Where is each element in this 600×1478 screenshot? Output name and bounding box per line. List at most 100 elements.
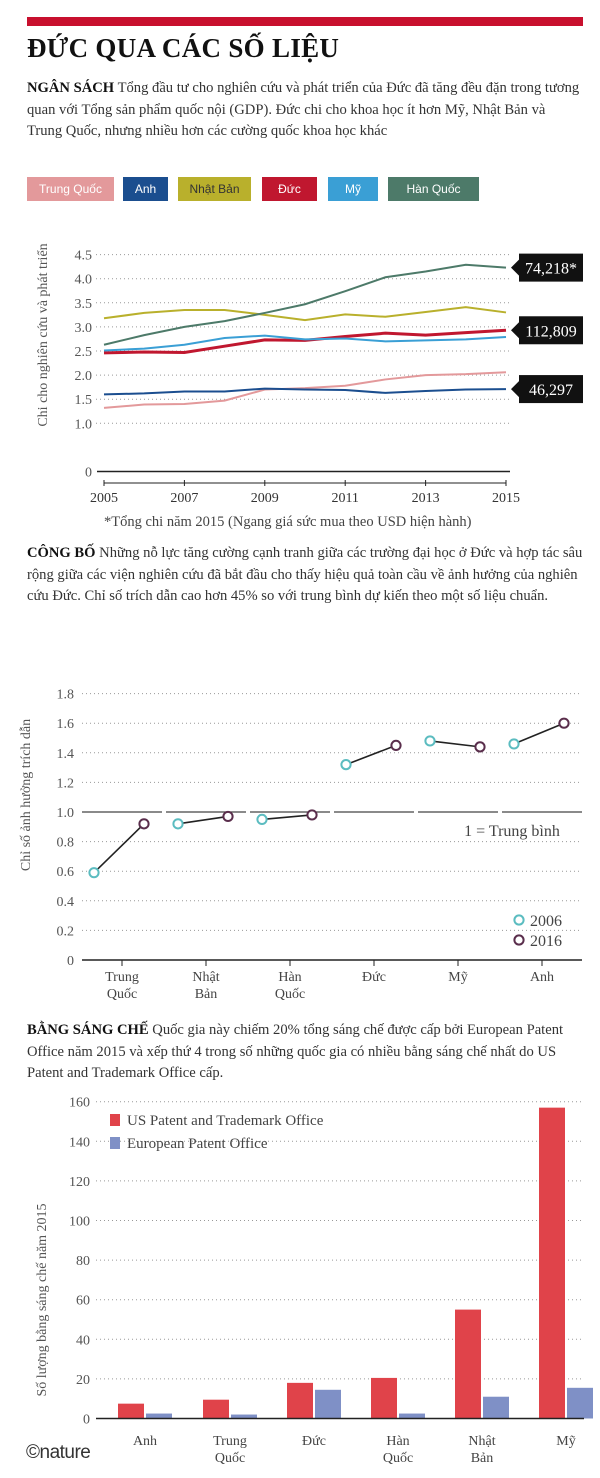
legend-swatch-uspto [110,1114,120,1126]
citation-y-tick: 1.2 [57,776,75,791]
legend-item-japan: Nhật Bản [178,177,251,201]
citation-point-2006 [424,735,436,747]
citation-x-tick: Anh [530,970,554,985]
citation-point-2016 [222,810,234,823]
patents-bar-epo [399,1413,425,1419]
rd-callout-box [519,375,583,404]
citation-point-2006 [172,818,184,830]
budget-heading: NGÂN SÁCH [27,80,115,96]
rd-callout-box [519,253,583,282]
legend-item-germany: Đức [262,177,317,201]
patents-bar-uspto [118,1403,144,1419]
patents-y-tick: 20 [76,1373,90,1388]
citation-connector [93,823,145,874]
citation-x-tick: Trung Quốc [105,970,139,1002]
patents-bar-epo [146,1413,172,1419]
rd-x-tick: 2007 [170,491,198,506]
page-title: ĐỨC QUA CÁC SỐ LIỆU [27,33,340,63]
citation-point-2016 [138,818,150,830]
patents-bar-epo [231,1414,257,1419]
legend-swatch-epo [110,1137,120,1149]
rd-y-tick: 2.0 [75,369,93,384]
citation-point-2006 [88,867,100,879]
rd-y-tick: 4.0 [75,273,93,288]
patents-x-tick: Anh [133,1434,157,1449]
citation-y-tick: 0.4 [57,895,75,910]
nature-logo: ©nature [26,1442,91,1463]
citation-y-tick: 0.6 [57,865,75,880]
citation-connector [261,814,313,821]
rd-callout-box [519,316,583,345]
patents-bar-epo [567,1387,593,1419]
citation-connector [513,722,565,745]
rd-series-line-uk [103,387,507,396]
citation-point-2016 [390,739,402,752]
patents-y-axis-label: Số lượng bằng sáng chế năm 2015 [35,1203,50,1396]
rd-x-tick: 2015 [492,491,520,506]
rd-y-tick: 1.0 [75,417,93,432]
legend-marker-2006 [513,914,525,926]
patents-bar-uspto [539,1107,565,1419]
patents-y-tick: 120 [69,1175,90,1190]
rd-series-line-korea [103,263,507,346]
rd-series-line-japan [103,306,507,322]
budget-text: Tổng đầu tư cho nghiên cứu và phát triển… [27,80,580,139]
citation-y-tick: 1.8 [57,688,75,703]
legend-label-2006: 2006 [530,913,562,930]
publications-paragraph: CÔNG BỐ Những nỗ lực tăng cường cạnh tra… [27,543,583,608]
patents-heading: BẰNG SÁNG CHẾ [27,1022,149,1038]
patents-y-tick: 160 [69,1096,90,1111]
legend-item-uk: Anh [123,177,168,201]
citation-impact-chart: Chỉ số ảnh hưởng trích dẫn 0 0.2 0.4 0.6 0.8 1… [19,688,582,1002]
citation-reference-label: 1 = Trung bình [464,823,560,840]
citation-y-tick: 1.6 [57,717,75,732]
rd-x-tick: 2013 [412,491,440,506]
patents-text: Quốc gia này chiếm 20% tổng sáng chế đượ… [27,1022,564,1081]
legend-item-china: Trung Quốc [27,177,114,201]
publications-heading: CÔNG BỐ [27,545,96,561]
citation-x-tick: Đức [362,970,386,985]
patents-y-tick: 40 [76,1333,90,1348]
rd-callout-pointer [511,322,519,339]
rd-y-tick: 2.5 [75,345,93,360]
patents-y-tick: 0 [83,1413,90,1428]
citation-x-tick: Nhật Bản [192,970,219,1002]
citation-point-2016 [474,741,486,753]
patents-x-tick: Trung Quốc [213,1434,247,1466]
accent-bar [27,17,583,26]
rd-x-tick: 2009 [251,491,279,506]
citation-connector [177,815,229,825]
legend-item-korea: Hàn Quốc [388,177,479,201]
patents-x-tick: Mỹ [556,1434,575,1449]
patents-x-tick: Hàn Quốc [383,1434,413,1466]
rd-callout-pointer [511,259,519,276]
legend-label-2016: 2016 [530,933,562,950]
patents-y-tick: 100 [69,1215,90,1230]
citation-y-tick: 0.8 [57,836,75,851]
legend-label-epo: European Patent Office [127,1136,268,1152]
rd-x-tick: 2005 [90,491,118,506]
citation-y-tick: 1.4 [57,747,75,762]
rd-callout-pointer [511,381,519,398]
citation-point-2006 [256,813,268,825]
rd-series-line-usa [103,334,507,352]
legend-label-uspto: US Patent and Trademark Office [127,1113,324,1129]
patents-bar-epo [483,1396,509,1419]
patents-bar-epo [315,1389,341,1419]
patents-y-tick: 140 [69,1135,90,1150]
patents-y-tick: 80 [76,1254,90,1269]
patents-bar-uspto [371,1377,397,1419]
patents-bar-chart: Số lượng bằng sáng chế năm 2015 0 20 40 60 80… [35,1096,593,1466]
rd-callout-value: 74,218* [525,261,577,278]
rd-y-tick: 3.0 [75,321,93,336]
budget-paragraph: NGÂN SÁCH Tổng đầu tư cho nghiên cứu và … [27,78,583,143]
patents-bar-uspto [203,1399,229,1419]
rd-callout-value: 46,297 [529,382,573,399]
citation-y-tick: 0 [67,954,74,969]
citation-point-2006 [340,759,352,771]
citation-x-tick: Mỹ [448,970,467,985]
legend-item-usa: Mỹ [328,177,378,201]
patents-paragraph: BẰNG SÁNG CHẾ Quốc gia này chiếm 20% tổn… [27,1020,583,1085]
citation-y-tick: 0.2 [57,924,75,939]
patents-x-tick: Đức [302,1434,326,1449]
